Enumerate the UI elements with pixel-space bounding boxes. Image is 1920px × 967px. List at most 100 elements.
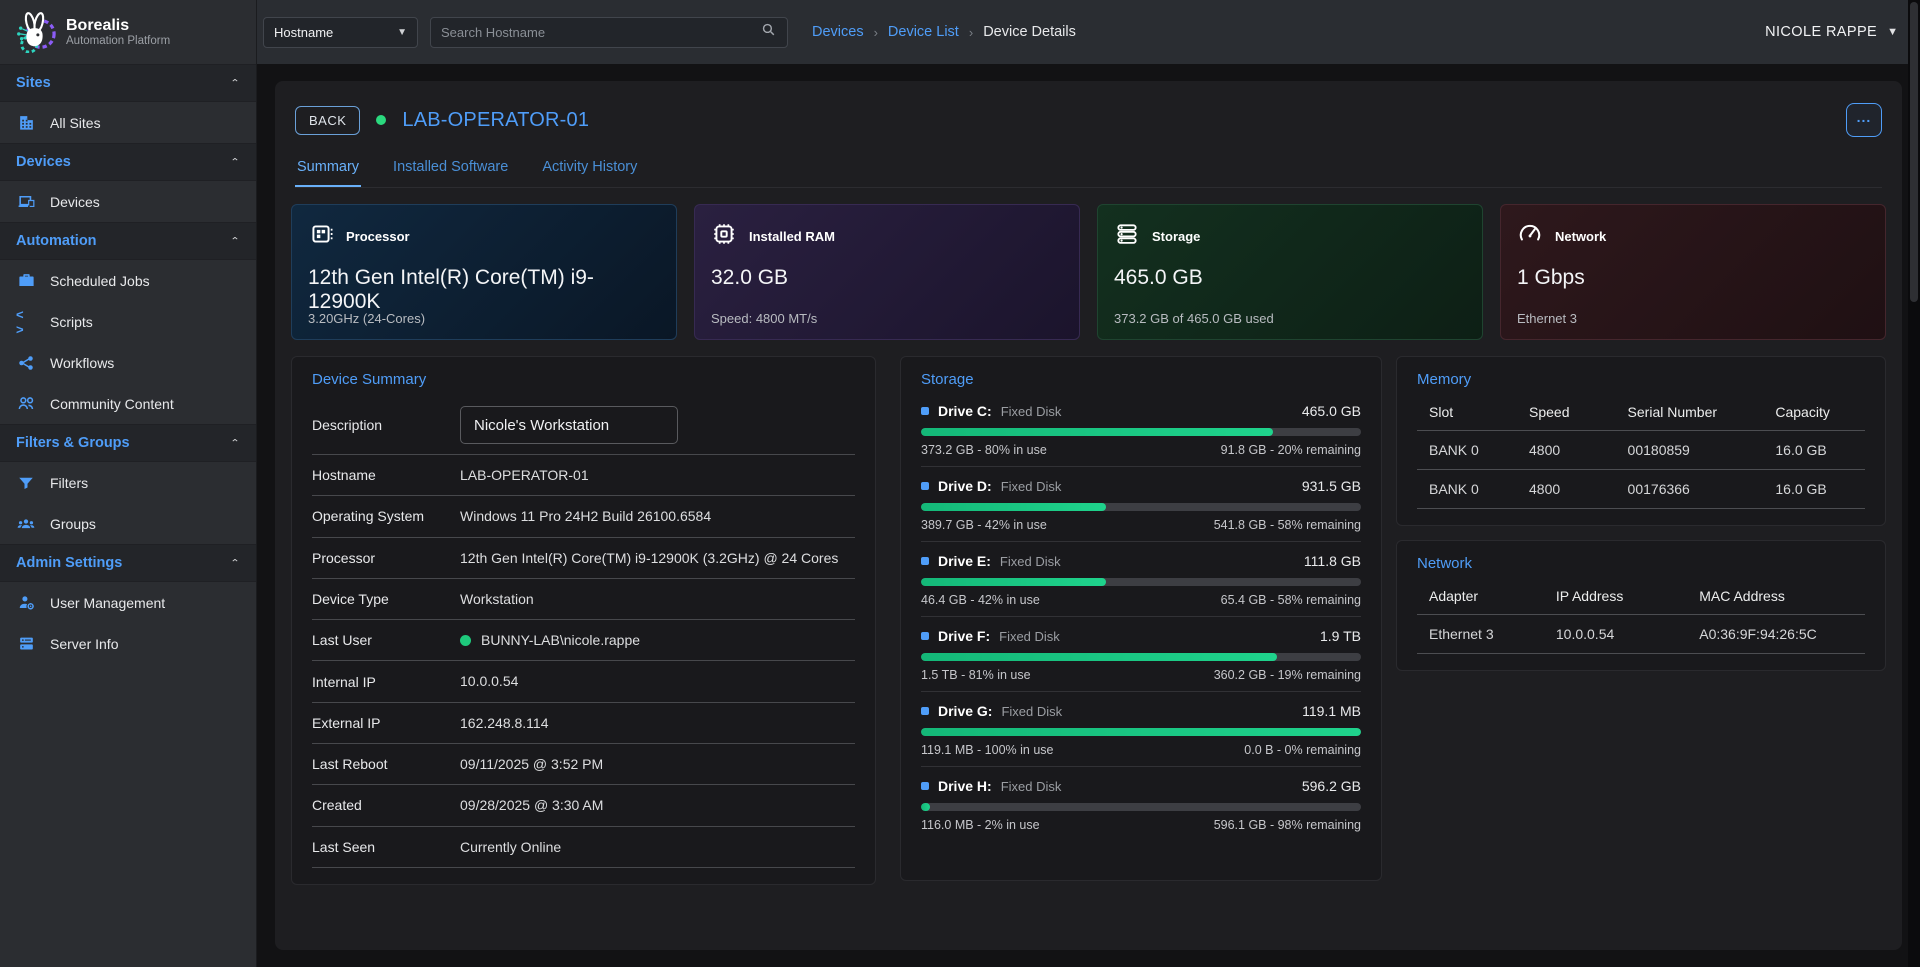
groups-icon xyxy=(16,514,36,534)
online-status-dot xyxy=(376,115,387,125)
search-field-select[interactable]: Hostname ▼ xyxy=(263,16,418,48)
breadcrumb-separator: › xyxy=(968,24,974,40)
breadcrumb-devices[interactable]: Devices xyxy=(812,24,864,40)
sidebar-section-filters-groups[interactable]: Filters & Groups ⌃ xyxy=(0,424,256,462)
memory-panel: Memory Slot Speed Serial Number Capacity… xyxy=(1396,356,1886,526)
network-row: Ethernet 3 10.0.0.54 A0:36:9F:94:26:5C xyxy=(1417,614,1865,654)
search-icon[interactable] xyxy=(760,21,777,43)
memory-panel-title: Memory xyxy=(1417,371,1472,388)
drive-bullet-icon xyxy=(921,707,929,715)
chevron-down-icon: ▼ xyxy=(1887,26,1898,38)
chevron-up-icon: ⌃ xyxy=(229,437,240,449)
breadcrumb-device-list[interactable]: Device List xyxy=(887,24,959,40)
drive-row-c: Drive C: Fixed Disk 465.0 GB 373.2 GB - 80… xyxy=(921,392,1361,467)
drive-bullet-icon xyxy=(921,557,929,565)
storage-value: 465.0 GB xyxy=(1114,266,1203,289)
device-tabs: Summary Installed Software Activity Hist… xyxy=(295,155,1882,188)
brand-logo-row[interactable]: Borealis Automation Platform xyxy=(0,0,256,64)
drive-row-g: Drive G: Fixed Disk 119.1 MB 119.1 MB - 10… xyxy=(921,692,1361,767)
more-actions-button[interactable]: ... xyxy=(1846,103,1882,137)
storage-footer: 373.2 GB of 465.0 GB used xyxy=(1114,311,1274,326)
chevron-down-icon: ▼ xyxy=(397,26,407,38)
sidebar-item-filters[interactable]: Filters xyxy=(0,462,256,503)
sidebar-item-groups[interactable]: Groups xyxy=(0,503,256,544)
installed-ram-card: Installed RAM 32.0 GB Speed: 4800 MT/s xyxy=(694,204,1080,340)
back-button[interactable]: BACK xyxy=(295,105,361,135)
sidebar-section-admin-settings[interactable]: Admin Settings ⌃ xyxy=(0,544,256,582)
device-summary-panel: Device Summary Description HostnameLAB-O… xyxy=(291,356,876,885)
drive-progress xyxy=(921,728,1361,736)
user-name: NICOLE RAPPE xyxy=(1765,24,1878,40)
brand-subtitle: Automation Platform xyxy=(66,35,171,48)
chevron-up-icon: ⌃ xyxy=(229,235,240,247)
drive-progress xyxy=(921,578,1361,586)
device-details-card: BACK LAB-OPERATOR-01 ... Summary Install… xyxy=(275,81,1902,950)
sidebar-item-devices[interactable]: Devices xyxy=(0,181,256,222)
sidebar-item-scheduled-jobs[interactable]: Scheduled Jobs xyxy=(0,260,256,301)
speedometer-icon xyxy=(1517,221,1543,252)
laptop-icon xyxy=(16,192,36,212)
tab-activity-history[interactable]: Activity History xyxy=(542,159,638,175)
page-scrollbar[interactable] xyxy=(1908,0,1920,967)
user-gear-icon xyxy=(16,593,36,613)
description-input[interactable] xyxy=(460,406,678,444)
borealis-rabbit-logo-icon xyxy=(14,11,56,54)
drive-bullet-icon xyxy=(921,482,929,490)
memory-row: BANK 0 4800 00176366 16.0 GB xyxy=(1417,469,1865,509)
breadcrumb-device-details: Device Details xyxy=(983,24,1076,40)
sidebar-section-devices[interactable]: Devices ⌃ xyxy=(0,143,256,181)
sidebar-item-workflows[interactable]: Workflows xyxy=(0,342,256,383)
network-value: 1 Gbps xyxy=(1517,266,1585,289)
cpu-icon xyxy=(308,221,334,252)
storage-card: Storage 465.0 GB 373.2 GB of 465.0 GB us… xyxy=(1097,204,1483,340)
building-icon xyxy=(16,113,36,133)
storage-panel: Storage Drive C: Fixed Disk 465.0 GB 373.2… xyxy=(900,356,1382,881)
drive-bullet-icon xyxy=(921,407,929,415)
breadcrumb: Devices › Device List › Device Details xyxy=(812,24,1076,40)
network-panel-title: Network xyxy=(1417,555,1473,572)
brand-name: Borealis xyxy=(66,16,130,34)
main-content: BACK LAB-OPERATOR-01 ... Summary Install… xyxy=(257,64,1920,967)
ram-value: 32.0 GB xyxy=(711,266,789,289)
device-summary-title: Device Summary xyxy=(312,371,427,388)
processor-card: Processor 12th Gen Intel(R) Core(TM) i9-… xyxy=(291,204,677,340)
network-card: Network 1 Gbps Ethernet 3 xyxy=(1500,204,1886,340)
network-table: Adapter IP Address MAC Address Ethernet … xyxy=(1417,580,1865,654)
chevron-up-icon: ⌃ xyxy=(229,156,240,168)
scrollbar-thumb[interactable] xyxy=(1910,2,1918,302)
disk-stack-icon xyxy=(1114,221,1140,252)
tab-installed-software[interactable]: Installed Software xyxy=(393,159,509,175)
share-nodes-icon xyxy=(16,353,36,373)
sidebar-section-sites[interactable]: Sites ⌃ xyxy=(0,64,256,102)
drive-progress xyxy=(921,803,1361,811)
processor-value: 12th Gen Intel(R) Core(TM) i9-12900K xyxy=(308,266,594,313)
network-footer: Ethernet 3 xyxy=(1517,311,1577,326)
people-icon xyxy=(16,394,36,414)
sidebar: Borealis Automation Platform Sites ⌃ All… xyxy=(0,0,257,967)
search-input[interactable] xyxy=(441,24,760,40)
processor-footer: 3.20GHz (24-Cores) xyxy=(308,311,426,326)
user-menu[interactable]: NICOLE RAPPE ▼ xyxy=(1765,24,1898,40)
briefcase-icon xyxy=(16,271,36,291)
user-online-dot xyxy=(460,634,471,646)
drive-row-h: Drive H: Fixed Disk 596.2 GB 116.0 MB - 2%… xyxy=(921,778,1361,832)
sidebar-section-automation[interactable]: Automation ⌃ xyxy=(0,222,256,260)
drive-bullet-icon xyxy=(921,782,929,790)
stat-cards: Processor 12th Gen Intel(R) Core(TM) i9-… xyxy=(291,204,1886,340)
search-box xyxy=(430,16,788,48)
drive-progress xyxy=(921,653,1361,661)
drive-row-d: Drive D: Fixed Disk 931.5 GB 389.7 GB - 42… xyxy=(921,467,1361,542)
drive-progress xyxy=(921,503,1361,511)
drive-bullet-icon xyxy=(921,632,929,640)
memory-table: Slot Speed Serial Number Capacity BANK 0… xyxy=(1417,396,1865,509)
sidebar-item-all-sites[interactable]: All Sites xyxy=(0,102,256,143)
sidebar-item-server-info[interactable]: Server Info xyxy=(0,623,256,664)
drive-row-e: Drive E: Fixed Disk 111.8 GB 46.4 GB - 42%… xyxy=(921,542,1361,617)
breadcrumb-separator: › xyxy=(873,24,878,40)
sidebar-item-community-content[interactable]: Community Content xyxy=(0,383,256,424)
tab-summary[interactable]: Summary xyxy=(295,155,362,187)
chevron-up-icon: ⌃ xyxy=(229,77,240,89)
sidebar-item-scripts[interactable]: < > Scripts xyxy=(16,306,93,337)
sidebar-item-user-management[interactable]: User Management xyxy=(0,582,256,623)
topbar: Hostname ▼ Devices › Device List › Devic… xyxy=(257,0,1920,64)
